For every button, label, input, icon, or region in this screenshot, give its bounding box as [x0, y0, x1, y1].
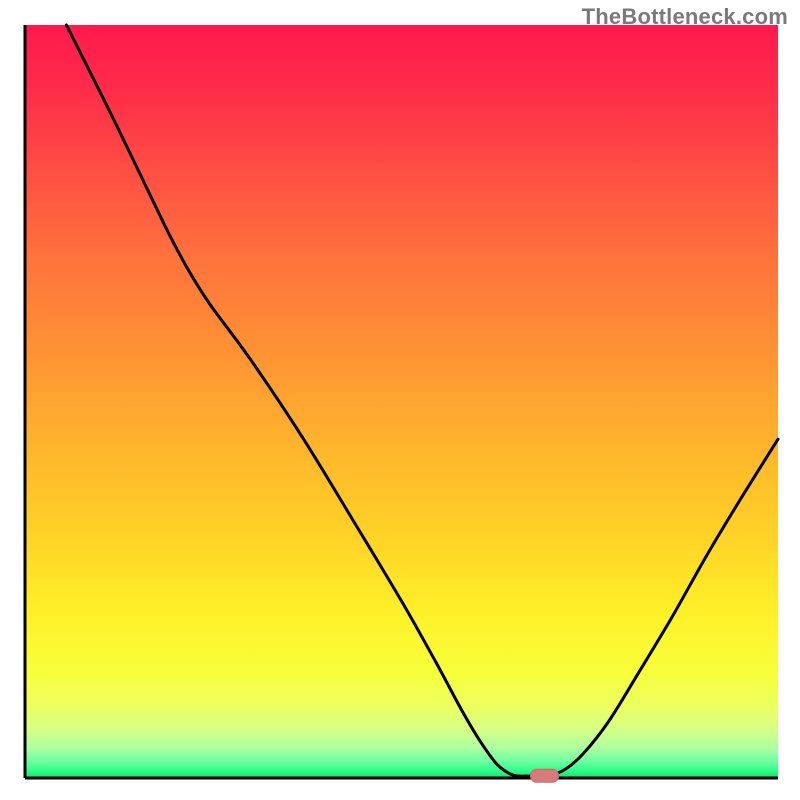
chart-svg — [0, 0, 800, 800]
watermark-text: TheBottleneck.com — [582, 4, 788, 30]
optimal-marker — [531, 769, 559, 782]
bottleneck-chart: TheBottleneck.com — [0, 0, 800, 800]
plot-background — [25, 25, 778, 778]
